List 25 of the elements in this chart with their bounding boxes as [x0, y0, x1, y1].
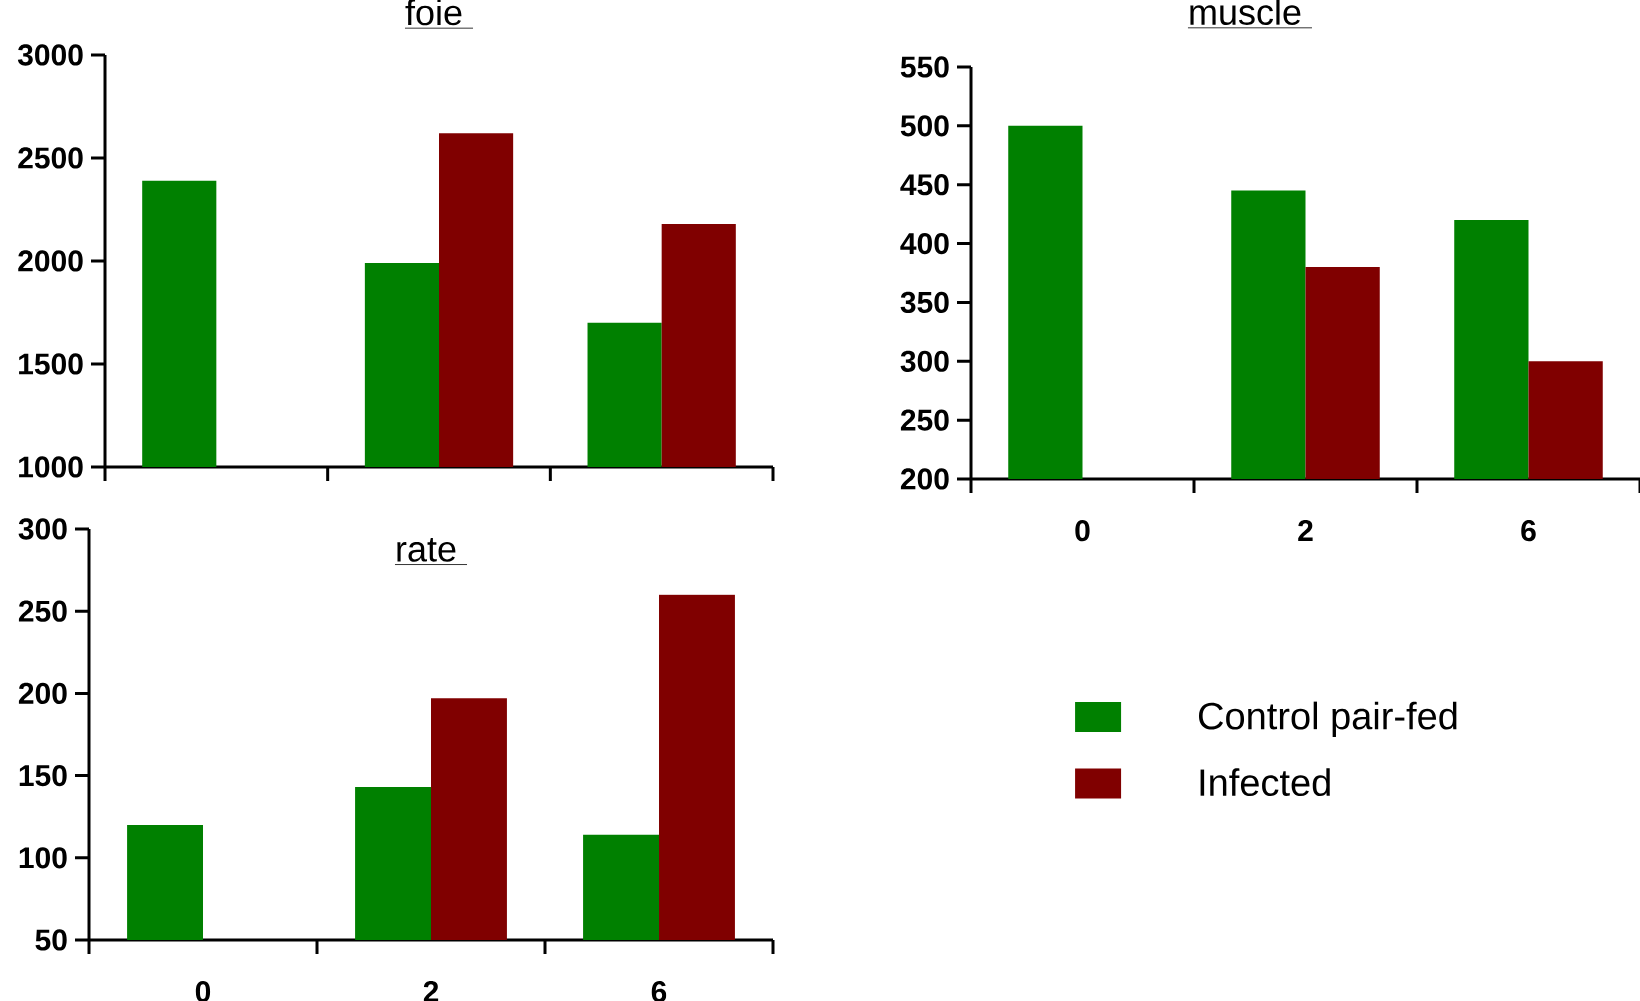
- x-tick-label: 6: [1521, 520, 1536, 542]
- y-tick-label: 1000: [19, 456, 83, 478]
- x-tick-label: 2: [1298, 520, 1313, 541]
- x-tick-label: 0: [1075, 520, 1090, 542]
- y-tick-label: 50: [35, 929, 67, 951]
- y-tick-label: 250: [18, 600, 67, 622]
- y-tick-label: 1500: [19, 353, 83, 375]
- y-tick-label: 2000: [18, 250, 83, 272]
- legend-label: Control pair-fed: [1198, 701, 1457, 738]
- y-tick-label: 200: [18, 682, 67, 704]
- y-tick-label: 100: [19, 847, 67, 869]
- y-tick-label: 2500: [18, 147, 83, 169]
- y-tick-label: 400: [900, 232, 949, 255]
- y-tick-label: 500: [900, 115, 949, 137]
- legend-label: Infected: [1200, 768, 1330, 797]
- y-tick-label: 350: [900, 291, 949, 314]
- y-tick-label: 200: [900, 468, 949, 490]
- y-tick-label: 3000: [17, 44, 83, 66]
- y-tick-label: 550: [900, 56, 949, 78]
- y-tick-label: 150: [19, 764, 67, 787]
- y-tick-label: 450: [900, 174, 949, 196]
- y-tick-label: 300: [900, 350, 949, 372]
- y-tick-label: 250: [900, 409, 949, 431]
- y-tick-label: 300: [18, 518, 67, 540]
- chart-title: rate: [397, 538, 456, 562]
